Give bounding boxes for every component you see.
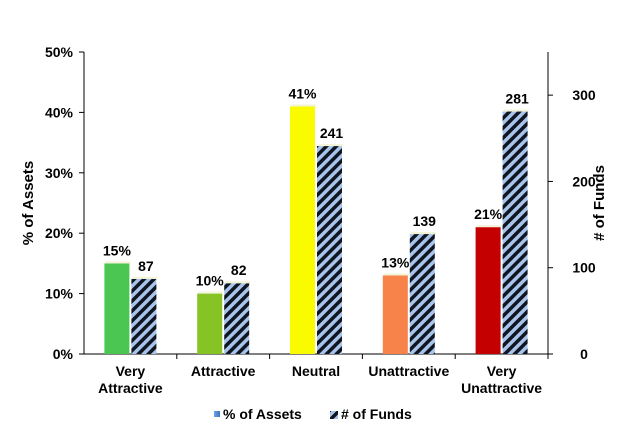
bar-funds [409, 234, 435, 354]
data-label-assets: 41% [288, 85, 317, 101]
left-tick-label: 0% [53, 346, 74, 362]
data-label-assets: 15% [103, 242, 132, 258]
left-tick-label: 40% [45, 104, 74, 120]
bar-assets-highlight [198, 291, 224, 294]
left-tick-label: 20% [45, 225, 74, 241]
category-label: Very [116, 363, 146, 379]
bar-assets [104, 263, 130, 354]
bar-assets [382, 275, 408, 354]
data-label-funds: 139 [413, 213, 437, 229]
bar-funds-highlight [225, 281, 251, 284]
left-tick-label: 50% [45, 44, 74, 60]
data-label-assets: 21% [474, 206, 503, 222]
bar-funds [131, 278, 157, 354]
category-label: Unattractive [461, 380, 542, 396]
value-labels: 15% 87 10% 82 41% 241 13% 139 21% 281 [103, 85, 529, 288]
left-tick-labels: 0% 10% 20% 30% 40% 50% [45, 44, 84, 362]
bar-assets-highlight [476, 225, 502, 228]
category-label: Very [487, 363, 517, 379]
bar-assets-highlight [105, 261, 131, 264]
right-tick-label: 300 [572, 87, 596, 103]
right-tick-label: 100 [572, 260, 596, 276]
bar-funds-highlight [318, 144, 343, 147]
category-label: Attractive [191, 363, 256, 379]
y-axis-title-left: % of Assets [20, 161, 37, 245]
data-label-assets: 10% [196, 273, 225, 289]
bar-assets [290, 106, 315, 354]
right-tick-label: 0 [580, 346, 588, 362]
category-label: Attractive [98, 380, 163, 396]
legend-swatch-assets [214, 411, 220, 417]
legend: % of Assets # of Funds [214, 406, 412, 422]
bar-assets-highlight [383, 273, 409, 276]
y-axis-title-right: # of Funds [591, 165, 608, 241]
data-label-funds: 241 [320, 125, 344, 141]
legend-label-assets: % of Assets [223, 406, 302, 422]
bar-funds-highlight [503, 109, 529, 112]
right-tick-labels: 0 100 200 300 [548, 87, 596, 362]
axes [83, 52, 549, 355]
right-tick-label: 200 [572, 173, 596, 189]
bar-funds [502, 111, 528, 354]
bar-assets-highlight [291, 104, 316, 107]
legend-swatch-funds [330, 411, 338, 419]
category-label: Unattractive [368, 363, 449, 379]
data-label-funds: 87 [138, 258, 154, 274]
bar-funds-highlight [132, 276, 158, 279]
bar-funds [317, 146, 342, 354]
category-label: Neutral [292, 363, 340, 379]
left-tick-label: 10% [45, 286, 74, 302]
data-label-assets: 13% [381, 254, 410, 270]
bar-funds-highlight [410, 232, 436, 235]
data-label-funds: 82 [231, 262, 247, 278]
legend-label-funds: # of Funds [341, 406, 412, 422]
bar-funds [224, 283, 250, 354]
left-tick-label: 30% [45, 165, 74, 181]
bar-assets [475, 227, 501, 354]
bars [104, 104, 529, 354]
bar-assets [197, 293, 223, 354]
data-label-funds: 281 [505, 91, 529, 107]
